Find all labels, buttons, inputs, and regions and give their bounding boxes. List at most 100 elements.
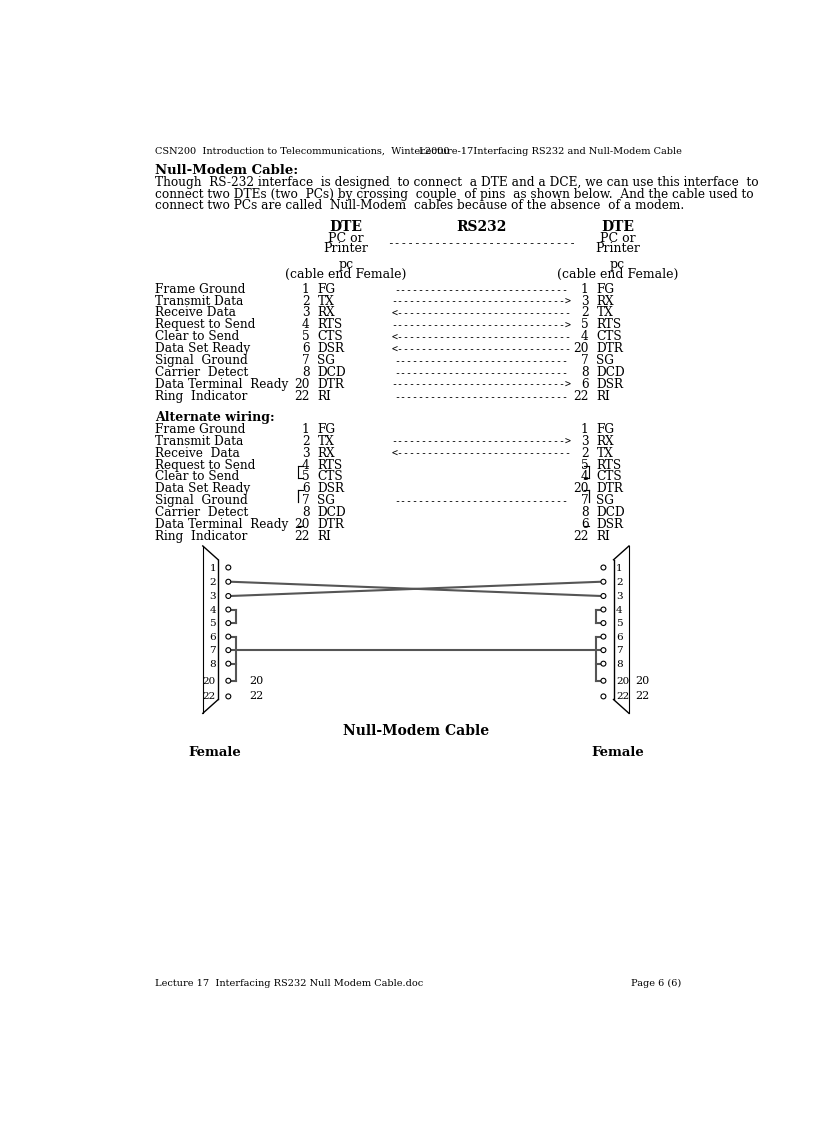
Text: 6: 6 (302, 343, 310, 355)
Text: Request to Send: Request to Send (155, 319, 255, 331)
Text: 20: 20 (574, 483, 588, 495)
Text: Clear to Send: Clear to Send (155, 330, 239, 344)
Text: 5: 5 (616, 619, 623, 628)
Text: DTR: DTR (596, 483, 623, 495)
Text: 6: 6 (581, 518, 588, 531)
Text: Signal  Ground: Signal Ground (155, 354, 247, 367)
Text: <-----------------------------: <----------------------------- (392, 448, 572, 458)
Text: 22: 22 (295, 530, 310, 544)
Text: TX: TX (317, 294, 335, 308)
Text: <-----------------------------: <----------------------------- (392, 332, 572, 343)
Text: 4: 4 (302, 458, 310, 472)
Text: DCD: DCD (596, 506, 625, 519)
Text: 22: 22 (202, 693, 216, 702)
Text: Ring  Indicator: Ring Indicator (155, 390, 247, 403)
Text: 4: 4 (581, 471, 588, 484)
Text: DTR: DTR (317, 518, 344, 531)
Circle shape (226, 634, 231, 639)
Text: FG: FG (317, 422, 335, 436)
Text: Data Set Ready: Data Set Ready (155, 343, 250, 355)
Text: RTS: RTS (596, 458, 622, 472)
Text: 3: 3 (616, 592, 623, 601)
Circle shape (226, 594, 231, 599)
Text: 4: 4 (209, 605, 216, 614)
Text: Null-Modem Cable: Null-Modem Cable (343, 724, 489, 738)
Circle shape (226, 621, 231, 626)
Text: <-----------------------------: <----------------------------- (392, 345, 572, 354)
Text: 22: 22 (249, 692, 264, 702)
Circle shape (601, 565, 606, 570)
Text: connect two PCs are called  Null-Modem  cables because of the absence  of a mode: connect two PCs are called Null-Modem ca… (155, 199, 684, 211)
Text: -----------------------------: ----------------------------- (395, 368, 569, 378)
Text: Lecture-17Interfacing RS232 and Null-Modem Cable: Lecture-17Interfacing RS232 and Null-Mod… (419, 147, 681, 156)
Text: Ring  Indicator: Ring Indicator (155, 530, 247, 544)
Text: PC or: PC or (328, 231, 364, 245)
Text: 2: 2 (209, 578, 216, 587)
Text: 7: 7 (302, 354, 310, 367)
Text: TX: TX (317, 435, 335, 448)
Text: Data Terminal  Ready: Data Terminal Ready (155, 518, 288, 531)
Circle shape (226, 648, 231, 652)
Text: Transmit Data: Transmit Data (155, 435, 243, 448)
Text: DCD: DCD (596, 366, 625, 380)
Text: 1: 1 (302, 283, 310, 295)
Text: DCD: DCD (317, 366, 346, 380)
Text: 2: 2 (616, 578, 623, 587)
Text: 3: 3 (302, 307, 310, 319)
Text: Signal  Ground: Signal Ground (155, 494, 247, 508)
Text: 5: 5 (581, 319, 588, 331)
Text: RTS: RTS (317, 319, 343, 331)
Text: Though  RS-232 interface  is designed  to connect  a DTE and a DCE, we can use t: Though RS-232 interface is designed to c… (155, 176, 758, 190)
Text: 6: 6 (302, 483, 310, 495)
Text: 5: 5 (302, 471, 310, 484)
Text: Frame Ground: Frame Ground (155, 422, 245, 436)
Text: SG: SG (596, 494, 614, 508)
Text: Request to Send: Request to Send (155, 458, 255, 472)
Text: 1: 1 (581, 283, 588, 295)
Text: pc: pc (610, 258, 625, 271)
Text: 8: 8 (581, 506, 588, 519)
Text: 6: 6 (209, 632, 216, 641)
Text: -----------------------------: ----------------------------- (395, 496, 569, 506)
Text: -----------------------------: ----------------------------- (395, 284, 569, 294)
Circle shape (601, 594, 606, 599)
Text: Transmit Data: Transmit Data (155, 294, 243, 308)
Text: ----------------------------->: -----------------------------> (392, 296, 572, 307)
Text: Female: Female (591, 746, 644, 759)
Text: 4: 4 (302, 319, 310, 331)
Text: RI: RI (317, 390, 331, 403)
Text: ----------------------------: ---------------------------- (388, 238, 576, 248)
Text: SG: SG (317, 494, 335, 508)
Text: 3: 3 (209, 592, 216, 601)
Text: DSR: DSR (317, 343, 344, 355)
Text: 22: 22 (295, 390, 310, 403)
Circle shape (601, 661, 606, 666)
Text: DSR: DSR (596, 518, 623, 531)
Circle shape (601, 694, 606, 699)
Text: 8: 8 (581, 366, 588, 380)
Text: FG: FG (596, 422, 614, 436)
Text: Frame Ground: Frame Ground (155, 283, 245, 295)
Text: CTS: CTS (317, 330, 343, 344)
Circle shape (226, 661, 231, 666)
Circle shape (226, 678, 231, 683)
Text: (cable end Female): (cable end Female) (557, 268, 678, 281)
Text: 8: 8 (302, 366, 310, 380)
Text: 22: 22 (616, 693, 629, 702)
Text: 7: 7 (616, 646, 623, 655)
Text: Data Terminal  Ready: Data Terminal Ready (155, 378, 288, 391)
Circle shape (601, 579, 606, 584)
Text: 20: 20 (202, 677, 216, 686)
Text: 2: 2 (581, 447, 588, 459)
Text: 22: 22 (573, 530, 588, 544)
Circle shape (226, 694, 231, 699)
Text: RX: RX (317, 447, 335, 459)
Text: 5: 5 (302, 330, 310, 344)
Text: DCD: DCD (317, 506, 346, 519)
Text: 4: 4 (616, 605, 623, 614)
Text: SG: SG (317, 354, 335, 367)
Text: Carrier  Detect: Carrier Detect (155, 366, 248, 380)
Text: DSR: DSR (317, 483, 344, 495)
Text: 7: 7 (581, 354, 588, 367)
Text: Clear to Send: Clear to Send (155, 471, 239, 484)
